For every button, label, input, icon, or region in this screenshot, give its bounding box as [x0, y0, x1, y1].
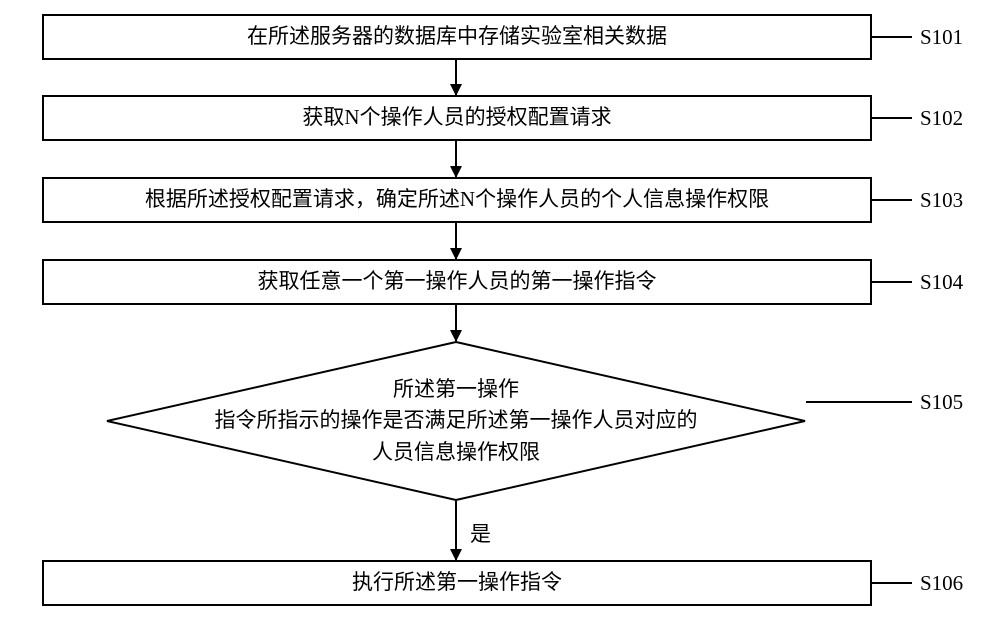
- process-node: 根据所述授权配置请求，确定所述N个操作人员的个人信息操作权限: [42, 177, 872, 223]
- step-label: S104: [920, 270, 963, 295]
- decision-node-text: 所述第一操作指令所指示的操作是否满足所述第一操作人员对应的人员信息操作权限: [106, 341, 806, 501]
- step-label: S105: [920, 390, 963, 415]
- process-node: 执行所述第一操作指令: [42, 560, 872, 606]
- process-node: 获取N个操作人员的授权配置请求: [42, 95, 872, 141]
- step-label: S102: [920, 106, 963, 131]
- step-label: S101: [920, 25, 963, 50]
- edge-label: 是: [470, 518, 491, 548]
- process-node: 获取任意一个第一操作人员的第一操作指令: [42, 259, 872, 305]
- decision-node: 所述第一操作指令所指示的操作是否满足所述第一操作人员对应的人员信息操作权限: [106, 341, 806, 501]
- step-label: S106: [920, 571, 963, 596]
- process-node: 在所述服务器的数据库中存储实验室相关数据: [42, 14, 872, 60]
- step-label: S103: [920, 188, 963, 213]
- flowchart-canvas: 在所述服务器的数据库中存储实验室相关数据 S101 获取N个操作人员的授权配置请求 S…: [0, 0, 1000, 626]
- connectors-layer: [0, 0, 1000, 626]
